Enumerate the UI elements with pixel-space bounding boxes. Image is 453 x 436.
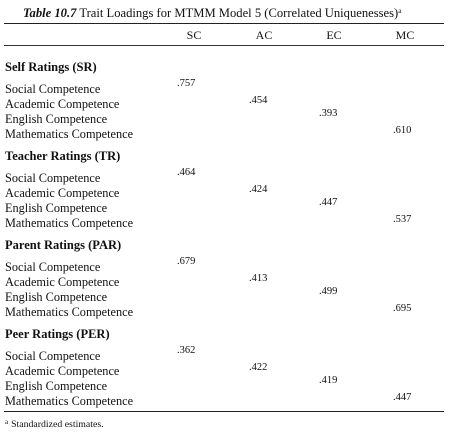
row-label: Mathematics Competence — [5, 127, 134, 141]
loading-value: .757 — [177, 78, 196, 89]
group-heading: Peer Ratings (PER) — [5, 327, 110, 341]
row-label: Mathematics Competence — [5, 216, 134, 230]
row-label: Academic Competence — [5, 364, 120, 378]
table-row: English Competence .419 — [5, 375, 445, 394]
table-row: Academic Competence .422 — [5, 362, 445, 379]
header-rule — [4, 45, 444, 46]
loading-value: .393 — [319, 108, 338, 119]
loading-value: .679 — [177, 256, 196, 267]
table-row: Mathematics Competence .537 — [5, 214, 445, 231]
group-heading: Teacher Ratings (TR) — [5, 149, 121, 163]
row-label: English Competence — [5, 112, 108, 126]
row-label: Academic Competence — [5, 186, 120, 200]
column-header-ac: AC — [255, 28, 273, 42]
table-row: Social Competence .679 — [5, 256, 445, 275]
footnote-marker: a — [5, 418, 9, 426]
group-heading: Parent Ratings (PAR) — [5, 238, 122, 252]
loading-value: .447 — [319, 197, 338, 208]
loading-value: .447 — [393, 392, 412, 403]
loading-value: .454 — [249, 95, 268, 106]
row-label: Social Competence — [5, 260, 101, 274]
loading-value: .413 — [249, 273, 268, 284]
table-row: Mathematics Competence .447 — [5, 392, 445, 409]
table-caption: Table 10.7 Trait Loadings for MTMM Model… — [23, 6, 401, 21]
row-label: Academic Competence — [5, 97, 120, 111]
loading-value: .424 — [249, 184, 268, 195]
caption-text: Trait Loadings for MTMM Model 5 (Correla… — [79, 6, 399, 20]
loading-value: .537 — [393, 214, 412, 225]
table-row: Social Competence .757 — [5, 78, 445, 97]
table-row: Social Competence .362 — [5, 345, 445, 364]
top-rule — [4, 23, 444, 24]
column-header-sc: SC — [186, 28, 202, 42]
loading-value: .499 — [319, 286, 338, 297]
loading-value: .419 — [319, 375, 338, 386]
footnote: a Standardized estimates. — [5, 418, 104, 430]
footnote-text: Standardized estimates. — [11, 419, 104, 430]
column-header-mc: MC — [395, 28, 415, 42]
row-label: English Competence — [5, 201, 108, 215]
loading-value: .362 — [177, 345, 196, 356]
caption-label: Table 10.7 — [23, 6, 77, 20]
table-row: Academic Competence .424 — [5, 184, 445, 201]
group-heading: Self Ratings (SR) — [5, 60, 97, 74]
row-label: English Competence — [5, 379, 108, 393]
row-label: Mathematics Competence — [5, 394, 134, 408]
row-label: Social Competence — [5, 349, 101, 363]
table-row: Academic Competence .413 — [5, 273, 445, 290]
table-row: Mathematics Competence .610 — [5, 125, 445, 142]
table-row: English Competence .393 — [5, 108, 445, 127]
loading-value: .422 — [249, 362, 268, 373]
loading-value: .695 — [393, 303, 412, 314]
table-row: English Competence .447 — [5, 197, 445, 216]
table-row: English Competence .499 — [5, 286, 445, 305]
table-row: Social Competence .464 — [5, 167, 445, 186]
caption-footnote-marker: a — [398, 7, 402, 15]
row-label: Academic Competence — [5, 275, 120, 289]
row-label: English Competence — [5, 290, 108, 304]
row-label: Social Competence — [5, 82, 101, 96]
table-row: Mathematics Competence .695 — [5, 303, 445, 320]
bottom-rule — [4, 411, 444, 412]
loading-value: .464 — [177, 167, 196, 178]
row-label: Mathematics Competence — [5, 305, 134, 319]
table-row: Academic Competence .454 — [5, 95, 445, 112]
column-header-ec: EC — [326, 28, 342, 42]
row-label: Social Competence — [5, 171, 101, 185]
loading-value: .610 — [393, 125, 412, 136]
